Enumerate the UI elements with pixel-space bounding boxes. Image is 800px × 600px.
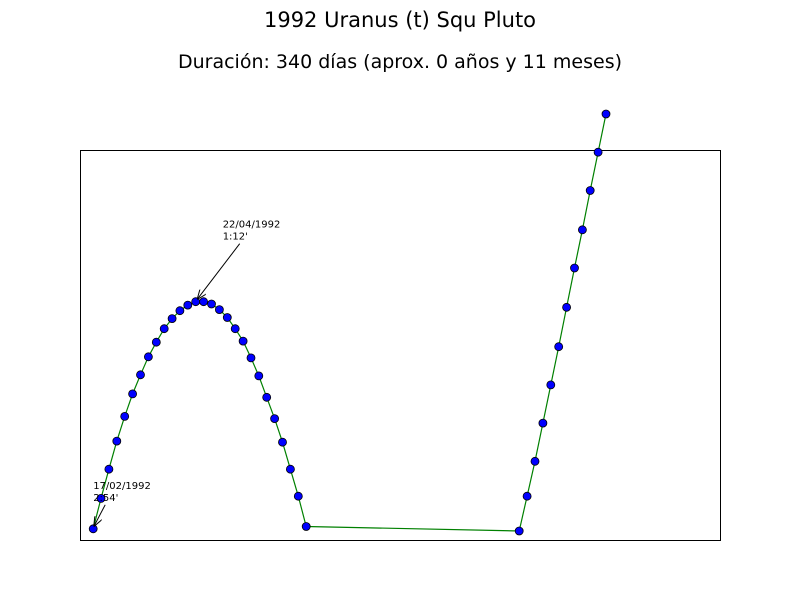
data-point-8 [151, 337, 161, 347]
data-point-34 [562, 302, 571, 312]
data-point-3 [112, 436, 122, 446]
data-point-6 [136, 370, 145, 380]
data-point-21 [254, 371, 264, 381]
chart-subtitle: Duración: 340 días (aprox. 0 años y 11 m… [177, 51, 623, 73]
data-point-28 [514, 526, 524, 536]
data-point-15 [207, 299, 216, 309]
data-point-38 [593, 147, 603, 157]
annotation-date-1: 22/04/1992 [223, 220, 281, 231]
series-group [88, 109, 611, 536]
series-line [92, 113, 607, 532]
annotation-arrow-1 [198, 243, 241, 299]
data-point-18 [230, 324, 240, 334]
data-point-25 [285, 464, 295, 474]
data-point-26 [293, 491, 303, 501]
data-point-22 [262, 392, 272, 402]
data-point-31 [538, 418, 548, 428]
data-point-13 [191, 297, 201, 307]
data-point-23 [270, 414, 280, 424]
data-point-35 [570, 263, 579, 273]
data-point-24 [278, 437, 287, 447]
data-point-10 [167, 314, 177, 324]
data-point-32 [546, 380, 556, 390]
data-point-11 [175, 306, 185, 316]
annotation-value-1: 1:12' [223, 232, 248, 243]
data-point-14 [199, 297, 209, 307]
data-point-9 [159, 324, 169, 334]
chart-title: 1992 Uranus (t) Squ Pluto [263, 8, 537, 32]
data-point-37 [585, 186, 595, 195]
data-point-33 [554, 342, 564, 352]
annotation-arrow-0 [94, 504, 106, 526]
data-point-1 [96, 493, 106, 503]
data-point-36 [578, 225, 587, 235]
data-point-29 [522, 491, 532, 501]
data-point-12 [183, 300, 193, 310]
data-point-4 [120, 411, 130, 421]
plot-area-frame [80, 150, 721, 541]
annotation-date-0: 17/02/1992 [93, 481, 151, 492]
data-point-30 [530, 456, 540, 466]
annotation-value-0: 2:54' [93, 493, 118, 504]
data-point-19 [238, 336, 248, 346]
data-point-27 [301, 522, 311, 531]
data-point-16 [214, 305, 224, 315]
data-point-20 [246, 353, 256, 363]
data-point-39 [601, 109, 611, 119]
data-point-7 [143, 352, 153, 362]
data-point-17 [222, 313, 232, 322]
data-point-5 [128, 389, 138, 399]
data-point-2 [104, 464, 114, 474]
data-point-0 [88, 524, 98, 534]
